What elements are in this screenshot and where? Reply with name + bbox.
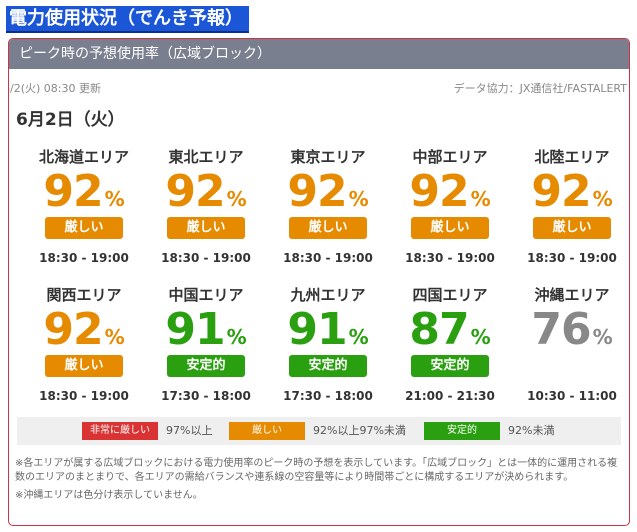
usage-rate: 92% [24, 167, 144, 217]
legend-desc: 97%以上 [166, 424, 213, 437]
updated-timestamp: 6/2(火) 08:30 更新 [8, 82, 101, 95]
usage-rate: 92% [146, 167, 266, 217]
percent-sign: % [592, 187, 613, 211]
notes: ※各エリアが属する広域ブロックにおける電力使用率のピーク時の予想を表示しています… [15, 457, 619, 507]
status-badge: 厳しい [45, 217, 123, 239]
legend-swatch: 厳しい [229, 422, 305, 440]
percent-sign: % [348, 325, 369, 349]
usage-rate: 91% [268, 305, 388, 355]
status-badge: 厳しい [411, 217, 489, 239]
usage-rate: 87% [390, 305, 510, 355]
peak-time: 18:30 - 19:00 [39, 389, 129, 403]
note-text: ※沖縄エリアは色分け表示していません。 [15, 490, 203, 501]
usage-value: 91 [287, 304, 347, 355]
status-badge: 安定的 [289, 355, 367, 377]
peak-time: 18:30 - 19:00 [405, 251, 495, 265]
area-name: 沖縄エリア [534, 286, 610, 304]
percent-sign: % [226, 187, 247, 211]
legend-item-stable: 安定的 92%未満 [424, 422, 554, 440]
peak-time: 10:30 - 11:00 [527, 389, 617, 403]
area-name: 北陸エリア [534, 148, 610, 166]
legend-item-very-tight: 非常に厳しい 97%以上 [82, 422, 212, 440]
area-card: 九州エリア 91% 安定的 17:30 - 18:00 [268, 285, 388, 403]
area-card: 中部エリア 92% 厳しい 18:30 - 19:00 [390, 147, 510, 265]
area-card: 北海道エリア 92% 厳しい 18:30 - 19:00 [24, 147, 144, 265]
usage-value: 92 [43, 304, 103, 355]
peak-time: 18:30 - 19:00 [39, 251, 129, 265]
usage-rate: 92% [24, 305, 144, 355]
percent-sign: % [470, 325, 491, 349]
status-badge: 安定的 [411, 355, 489, 377]
usage-rate: 92% [268, 167, 388, 217]
page-title: 電力使用状況（でんき予報） [6, 6, 249, 33]
status-badge: 厳しい [167, 217, 245, 239]
area-name: 北海道エリア [38, 148, 129, 166]
card-header: ピーク時の予想使用率（広域ブロック） [9, 39, 629, 69]
usage-value: 92 [287, 166, 347, 217]
status-badge: 厳しい [533, 217, 611, 239]
usage-rate: 76% [512, 304, 629, 355]
usage-value: 92 [165, 166, 225, 217]
usage-rate: 92% [512, 166, 629, 217]
forecast-card: ピーク時の予想使用率（広域ブロック） 6/2(火) 08:30 更新 データ協力… [8, 38, 630, 526]
area-card: 東北エリア 92% 厳しい 18:30 - 19:00 [146, 147, 266, 265]
peak-time: 18:30 - 19:00 [161, 251, 251, 265]
usage-rate: 91% [146, 305, 266, 355]
usage-value: 92 [43, 166, 103, 217]
data-credit: データ協力：JX通信社/FASTALERT [453, 82, 627, 95]
area-card: 関西エリア 92% 厳しい 18:30 - 19:00 [24, 285, 144, 403]
legend-desc: 92%未満 [508, 424, 555, 437]
peak-time: 17:30 - 18:00 [283, 389, 373, 403]
percent-sign: % [592, 325, 613, 349]
legend-desc: 92%以上97%未満 [313, 424, 406, 437]
area-name: 中部エリア [412, 148, 488, 166]
status-badge: 厳しい [289, 217, 367, 239]
area-card: 中国エリア 91% 安定的 17:30 - 18:00 [146, 285, 266, 403]
area-name: 九州エリア [290, 286, 366, 304]
usage-rate: 92% [390, 167, 510, 217]
status-badge: 厳しい [45, 355, 123, 377]
area-card: 沖縄エリア 76% 10:30 - 11:00 [512, 285, 629, 403]
status-badge: 安定的 [167, 355, 245, 377]
legend-item-tight: 厳しい 92%以上97%未満 [229, 422, 406, 440]
usage-value: 76 [531, 304, 591, 355]
usage-value: 87 [409, 304, 469, 355]
status-badge [512, 355, 629, 377]
usage-value: 91 [165, 304, 225, 355]
percent-sign: % [470, 187, 491, 211]
peak-time: 21:00 - 21:30 [405, 389, 495, 403]
legend-swatch: 非常に厳しい [82, 422, 158, 440]
note-text: ※各エリアが属する広域ブロックにおける電力使用率のピーク時の予想を表示しています… [15, 458, 618, 483]
usage-value: 92 [409, 166, 469, 217]
legend-swatch: 安定的 [424, 422, 500, 440]
area-name: 四国エリア [412, 286, 488, 304]
peak-time: 17:30 - 18:00 [161, 389, 251, 403]
area-card: 四国エリア 87% 安定的 21:00 - 21:30 [390, 285, 510, 403]
percent-sign: % [104, 325, 125, 349]
area-card: 北陸エリア 92% 厳しい 18:30 - 19:00 [512, 147, 629, 265]
area-name: 中国エリア [168, 286, 244, 304]
peak-time: 18:30 - 19:00 [283, 251, 373, 265]
area-name: 東北エリア [168, 148, 244, 166]
percent-sign: % [348, 187, 369, 211]
percent-sign: % [104, 187, 125, 211]
area-name: 東京エリア [290, 148, 366, 166]
usage-value: 92 [531, 166, 591, 217]
legend: 非常に厳しい 97%以上 厳しい 92%以上97%未満 安定的 92%未満 [17, 417, 621, 445]
area-card: 東京エリア 92% 厳しい 18:30 - 19:00 [268, 147, 388, 265]
area-name: 関西エリア [46, 286, 122, 304]
peak-time: 18:30 - 19:00 [527, 251, 617, 265]
percent-sign: % [226, 325, 247, 349]
forecast-date: 6月2日（火） [16, 110, 125, 130]
